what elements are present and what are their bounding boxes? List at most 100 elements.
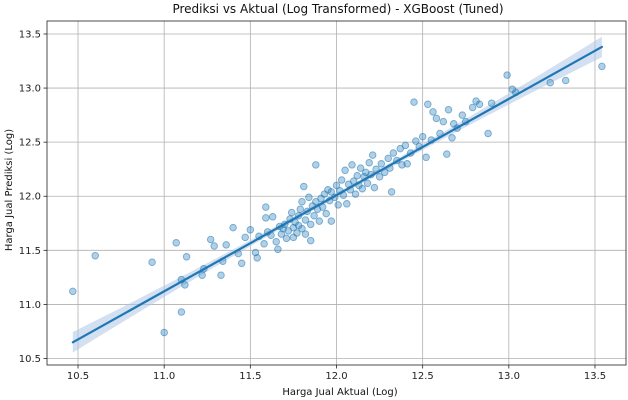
scatter-point <box>301 216 310 224</box>
scatter-point <box>284 227 293 235</box>
x-tick-label: 12.0 <box>325 371 347 382</box>
y-tick-label: 13.5 <box>19 29 41 40</box>
scatter-point <box>418 132 427 141</box>
scatter-point <box>439 117 448 126</box>
scatter-point <box>332 181 341 190</box>
scatter-point <box>432 114 441 123</box>
scatter-point <box>172 239 180 247</box>
scatter-point <box>343 200 351 208</box>
scatter-point <box>444 105 453 114</box>
scatter-point <box>348 161 356 169</box>
scatter-point <box>410 98 418 106</box>
scatter-point <box>363 179 372 188</box>
y-tick-label: 12.0 <box>19 192 41 203</box>
scatter-point <box>181 281 189 289</box>
scatter-point <box>253 254 261 262</box>
scatter-point <box>503 71 511 79</box>
scatter-point <box>287 208 296 217</box>
scatter-point <box>301 230 310 238</box>
x-axis-label: Harga Jual Aktual (Log) <box>282 387 397 398</box>
scatter-point <box>91 251 99 260</box>
scatter-point <box>222 241 230 249</box>
y-tick-label: 12.5 <box>19 138 41 149</box>
scatter-point <box>160 328 168 337</box>
scatter-point <box>251 248 260 257</box>
scatter-point <box>298 224 306 233</box>
y-tick-label: 11.5 <box>19 246 41 257</box>
scatter-point <box>448 134 456 142</box>
scatter-point <box>315 217 324 225</box>
scatter-point <box>274 245 282 254</box>
scatter-point <box>546 78 554 87</box>
scatter-point <box>458 111 467 119</box>
scatter-point <box>353 171 361 180</box>
x-tick-label: 12.5 <box>412 371 434 382</box>
scatter-point <box>241 233 249 242</box>
scatter-point <box>334 201 342 209</box>
x-tick-label: 11.5 <box>239 371 261 382</box>
scatter-point <box>424 100 432 109</box>
scatter-point <box>487 99 496 107</box>
y-tick-label: 10.5 <box>19 354 41 365</box>
scatter-point <box>277 230 286 238</box>
scatter-point <box>412 137 420 145</box>
scatter-point <box>300 182 308 191</box>
scatter-point <box>484 129 492 138</box>
scatter-point <box>246 226 255 234</box>
scatter-point <box>429 108 437 116</box>
scatter-point <box>217 271 225 279</box>
scatter-point <box>198 271 206 279</box>
scatter-point <box>322 209 330 218</box>
scatter-point <box>305 193 313 202</box>
scatter-point <box>384 154 392 163</box>
scatter-point <box>337 176 346 184</box>
scatter-point <box>389 149 398 157</box>
scatter-point <box>296 205 305 213</box>
scatter-point <box>561 76 570 85</box>
scatter-point <box>177 308 186 316</box>
scatter-point <box>351 190 360 198</box>
scatter-point <box>182 253 191 261</box>
scatter-point <box>312 197 320 206</box>
y-tick-label: 11.0 <box>19 300 41 311</box>
scatter-point <box>356 164 365 172</box>
chart-title: Prediksi vs Aktual (Log Transformed) - X… <box>172 2 503 16</box>
scatter-point <box>375 173 384 181</box>
scatter-point <box>475 100 484 109</box>
scatter-point <box>306 236 315 245</box>
scatter-point <box>443 150 451 158</box>
scatter-point <box>272 237 280 246</box>
scatter-point <box>368 151 377 159</box>
scatter-point <box>298 197 306 206</box>
scatter-point <box>403 160 411 168</box>
scatter-point <box>312 161 320 169</box>
x-tick-label: 11.0 <box>153 371 175 382</box>
scatter-point <box>598 62 606 71</box>
scatter-point <box>468 103 477 112</box>
x-tick-label: 10.5 <box>67 371 89 382</box>
scatter-point <box>377 160 386 168</box>
scatter-point <box>148 258 156 266</box>
scatter-point <box>327 217 336 225</box>
scatter-point <box>401 141 410 150</box>
scatter-point <box>268 213 277 221</box>
scatter-point <box>229 223 237 232</box>
scatter-point <box>260 240 268 248</box>
scatter-point <box>262 214 270 222</box>
scatter-point <box>387 188 396 196</box>
y-axis-label: Harga Jual Prediksi (Log) <box>4 129 15 251</box>
scatter-point <box>310 211 318 220</box>
y-tick-label: 13.0 <box>19 84 41 95</box>
x-tick-label: 13.5 <box>584 371 606 382</box>
y-axis-ticks: 10.5 11.0 11.5 12.0 12.5 13.0 13.5 <box>19 29 47 365</box>
scatter-point <box>306 220 315 229</box>
scatter-point <box>293 229 301 237</box>
scatter-point <box>206 235 215 244</box>
scatter-point <box>327 188 336 196</box>
scatter-point <box>69 287 77 296</box>
scatter-point <box>422 153 430 162</box>
scatter-point <box>262 203 270 211</box>
scatter-point <box>210 242 218 250</box>
regression-line <box>71 45 603 344</box>
